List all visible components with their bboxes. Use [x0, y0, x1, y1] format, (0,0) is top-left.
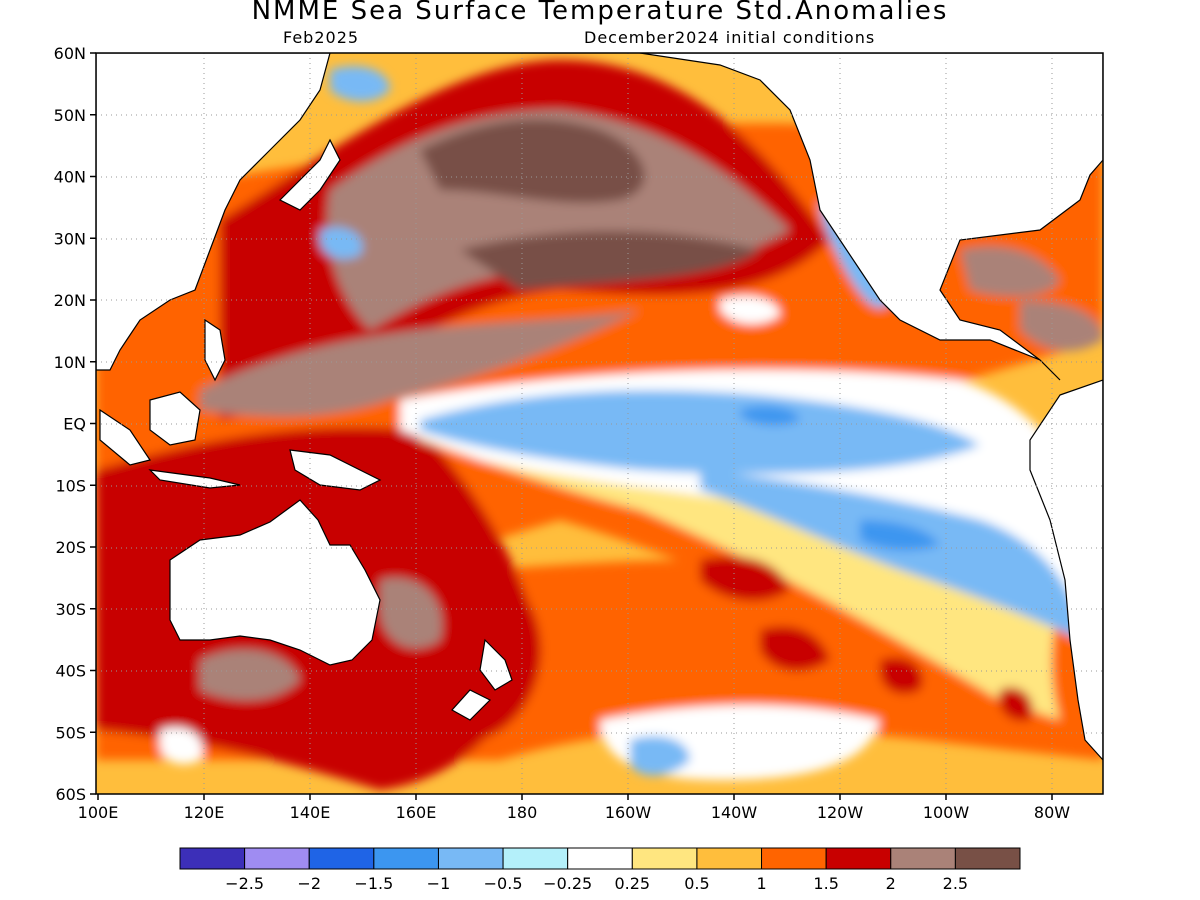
north-america-outline	[639, 53, 1103, 381]
lat-tick-label: 30S	[55, 600, 86, 619]
borneo-outline	[149, 391, 201, 446]
lat-tick-label: 40S	[55, 662, 86, 681]
colorbar-swatch	[502, 847, 569, 870]
colorbar-label: −1	[427, 874, 451, 893]
colorbar-label: −2.5	[225, 874, 264, 893]
map-title: NMME Sea Surface Temperature Std.Anomali…	[251, 0, 949, 26]
colorbar: −2.5 −2 −1.5 −1 −0.5 −0.25 0.25 0.5 1 1.5 2 2.5	[179, 847, 1021, 893]
lat-tick-label: 20N	[54, 291, 86, 310]
colorbar-label: −0.25	[543, 874, 592, 893]
colorbar-swatch	[761, 847, 827, 870]
colorbar-swatch	[179, 847, 246, 870]
colorbar-swatch	[308, 847, 375, 870]
colorbar-swatch	[631, 847, 698, 870]
colorbar-label: 2	[886, 874, 896, 893]
lat-tick-label: 20S	[55, 538, 86, 557]
lat-tick-label: 40N	[54, 168, 86, 187]
new-guinea-outline	[289, 449, 382, 491]
lon-tick-label: 100E	[78, 803, 119, 822]
initial-conditions: December2024 initial conditions	[584, 28, 876, 47]
australia-outline	[169, 499, 381, 666]
lat-tick-label: 10S	[55, 476, 86, 495]
japan-outline	[278, 138, 341, 211]
colorbar-swatch	[244, 847, 310, 870]
colorbar-label: −2	[297, 874, 321, 893]
anomaly-field	[96, 53, 1103, 794]
landmasses	[96, 53, 1103, 761]
lon-tick-label: 80W	[1034, 803, 1070, 822]
asia-outline	[96, 53, 331, 371]
lon-tick-label: 120W	[817, 803, 864, 822]
lat-tick-label: 30N	[54, 229, 86, 248]
colorbar-swatch	[373, 847, 439, 870]
lat-tick-label: 10N	[54, 353, 86, 372]
new-zealand-outline	[479, 638, 513, 691]
colorbar-swatch	[825, 847, 892, 870]
colorbar-swatch	[696, 847, 763, 870]
lat-tick-label: 60S	[55, 785, 86, 804]
colorbar-swatch	[890, 847, 956, 870]
colorbar-label: 1	[756, 874, 766, 893]
lon-tick-label: 180	[507, 803, 538, 822]
colorbar-swatch	[437, 847, 504, 870]
lat-tick-label: 50S	[55, 723, 86, 742]
lon-tick-label: 160E	[396, 803, 437, 822]
lon-tick-label: 160W	[605, 803, 652, 822]
colorbar-label: −0.5	[484, 874, 523, 893]
lat-tick-label: EQ	[63, 415, 86, 434]
lon-tick-label: 120E	[184, 803, 225, 822]
forecast-month: Feb2025	[283, 28, 360, 47]
lon-tick-label: 140E	[290, 803, 331, 822]
colorbar-label: 2.5	[943, 874, 968, 893]
colorbar-swatch	[954, 847, 1021, 870]
colorbar-label: 0.25	[614, 874, 650, 893]
grid	[96, 53, 1103, 794]
lon-tick-label: 140W	[711, 803, 758, 822]
colorbar-label: 0.5	[684, 874, 709, 893]
lat-tick-label: 60N	[54, 44, 86, 63]
colorbar-label: 1.5	[813, 874, 838, 893]
longitude-axis: 100E 120E 140E 160E 180 160W 140W 120W 100W 80W	[78, 794, 1070, 822]
colorbar-label: −1.5	[354, 874, 393, 893]
latitude-axis: 60N 50N 40N 30N 20N 10N EQ 10S 20S 30S 40S 50S 60S	[54, 44, 96, 804]
lon-tick-label: 100W	[923, 803, 970, 822]
south-america-outline	[1029, 379, 1103, 761]
colorbar-swatch	[567, 847, 633, 870]
lat-tick-label: 50N	[54, 106, 86, 125]
